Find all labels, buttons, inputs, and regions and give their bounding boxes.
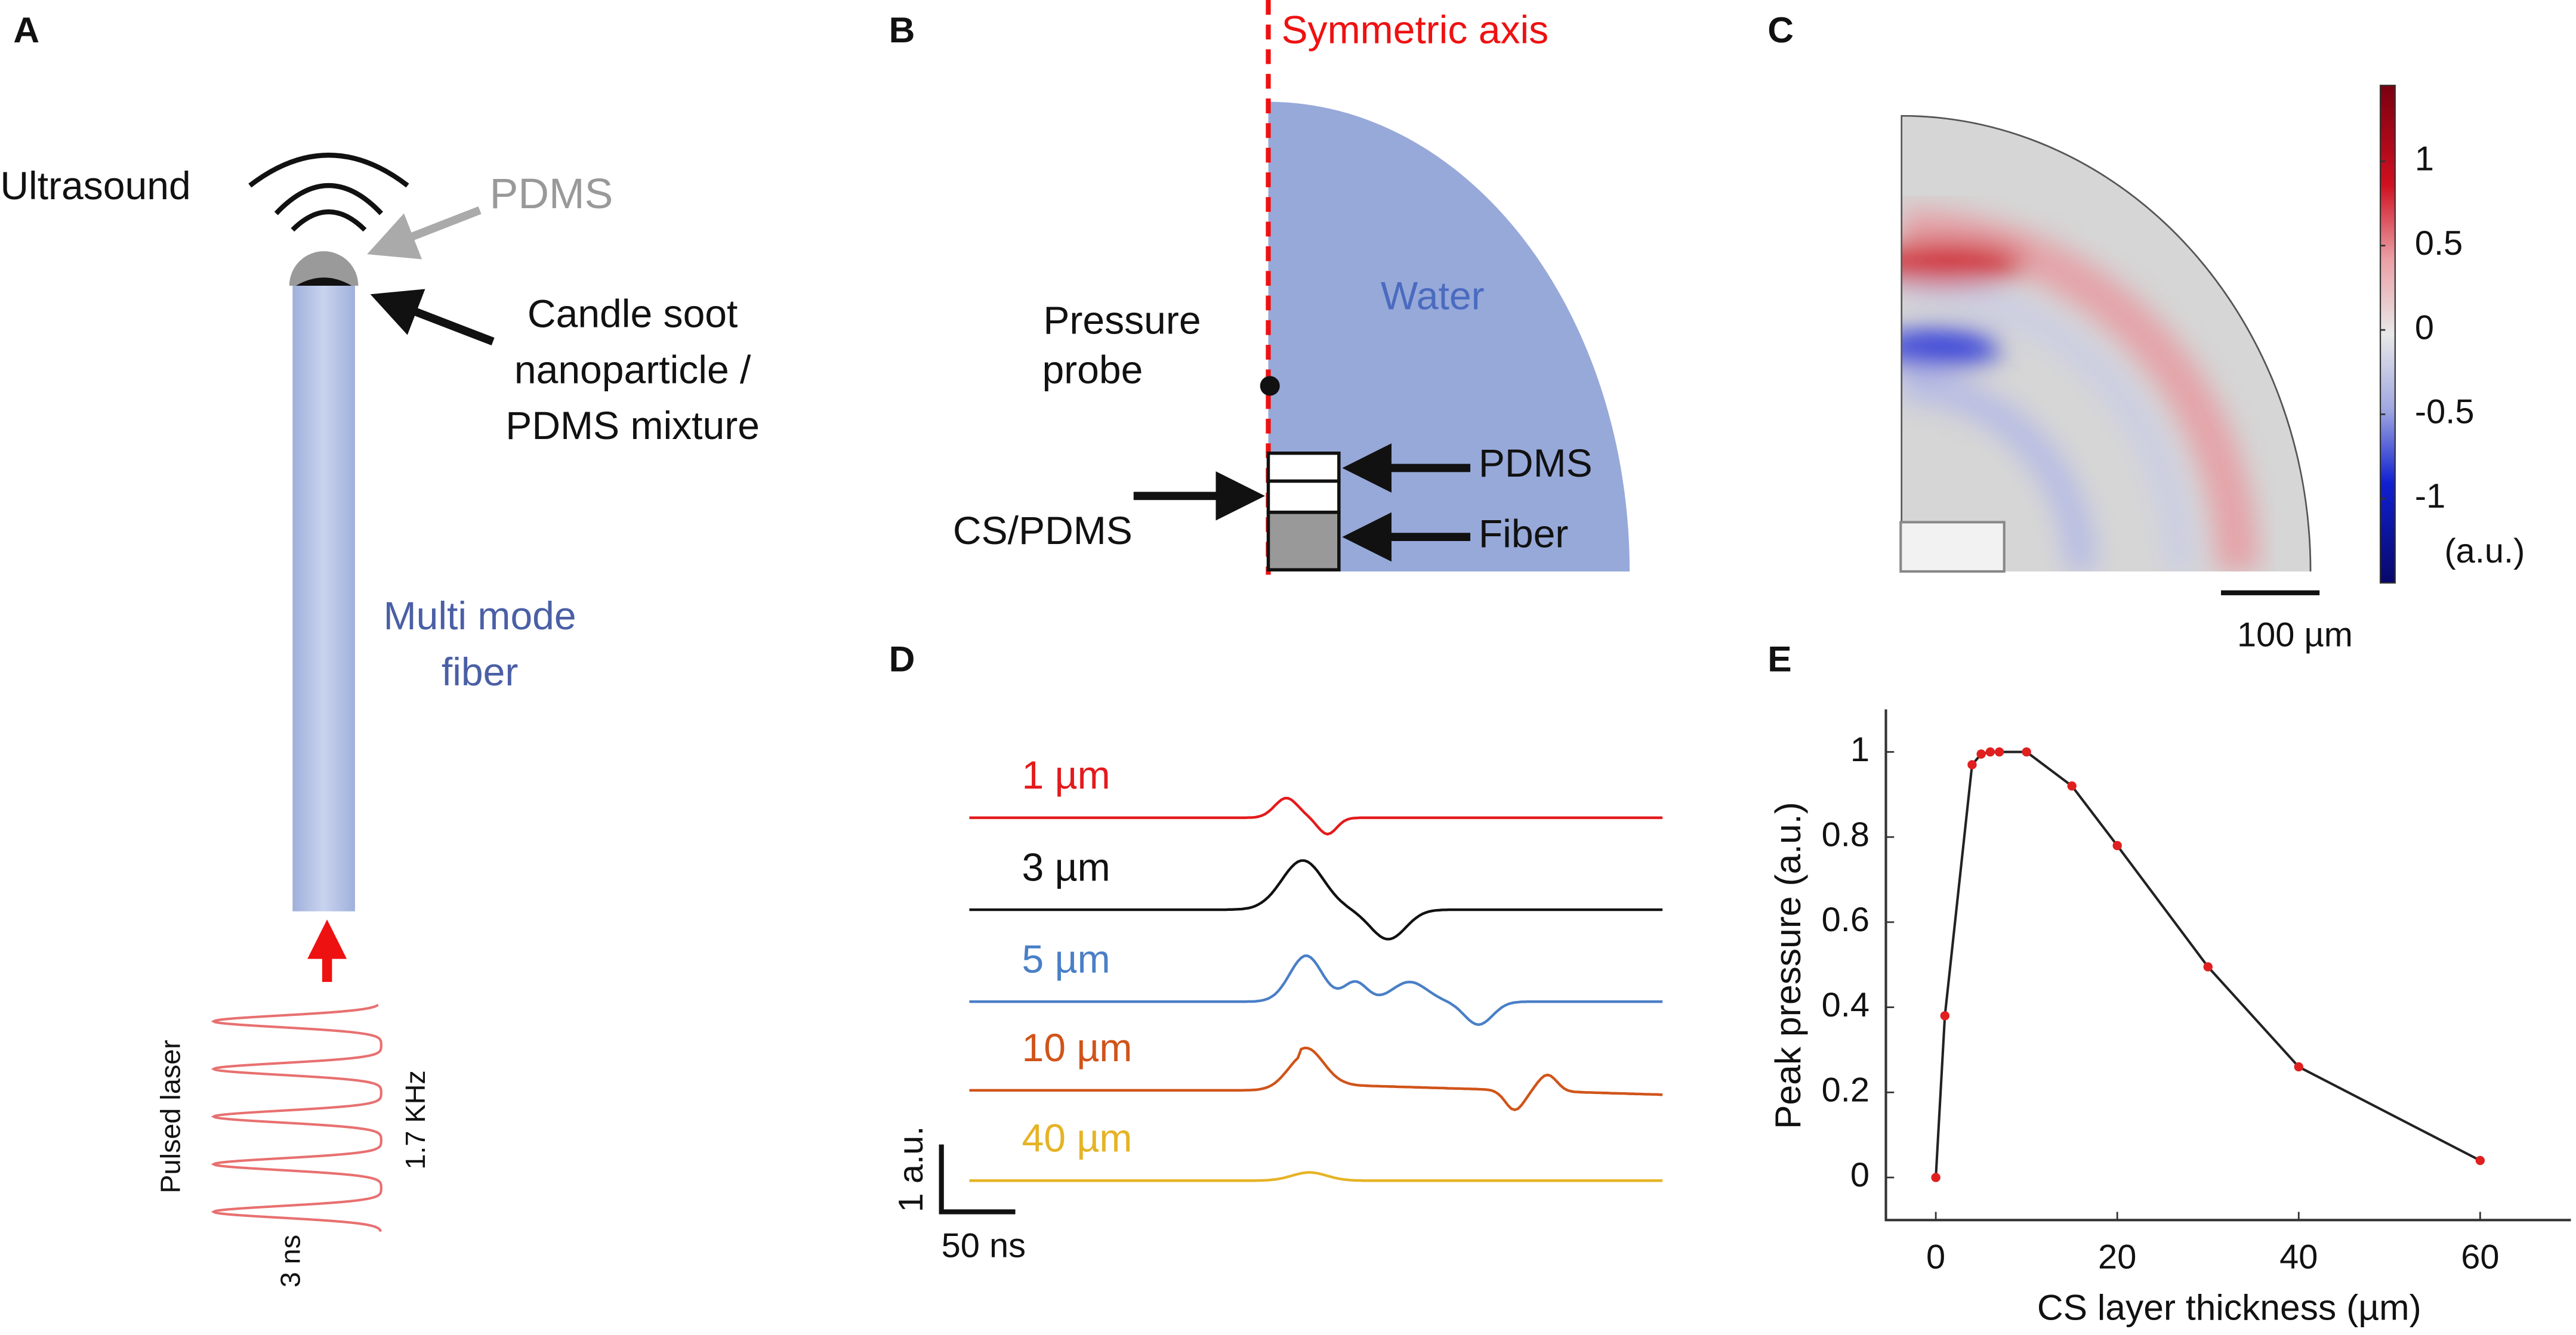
y-tick-label: 0.6 [1822, 901, 1869, 939]
label: PDMS [1479, 441, 1593, 485]
colorbar-unit: (a.u.) [2444, 532, 2525, 570]
colorbar-tick-label: -1 [2415, 477, 2445, 515]
panel-label: B [889, 10, 915, 50]
panel-label: C [1767, 10, 1794, 50]
marker [1940, 1011, 1950, 1021]
label: PDMS mixture [505, 403, 760, 447]
panel-d: 1 a.u. 50 ns 1 µm 3 µm 5 µm 10 µm 40 µm [892, 753, 1663, 1265]
y-tick-label: 0.8 [1822, 815, 1869, 854]
pulse-train [211, 1003, 383, 1232]
panel-e: CS layer thickness (µm) Peak pressure (a… [1767, 709, 2571, 1328]
cs-layer [295, 277, 352, 286]
y-tick-label: 0 [1850, 1156, 1869, 1194]
panel-label: D [889, 638, 915, 679]
panel-c: (a.u.) 100 µm 1 0.5 0 -0.5 -1 [1899, 85, 2525, 654]
label: Pulsed laser [155, 1040, 186, 1193]
y-tick-label: 0.2 [1822, 1071, 1869, 1110]
label: probe [1042, 347, 1143, 391]
label: Candle soot [527, 292, 738, 336]
marker [1967, 760, 1977, 770]
label: 100 µm [2237, 616, 2353, 654]
panel-label: E [1767, 638, 1791, 679]
probe-point [1260, 376, 1280, 396]
colorbar [2379, 85, 2396, 584]
fiber [292, 282, 355, 911]
trace [969, 1171, 1663, 1182]
marker [1994, 747, 2004, 757]
marker [1976, 749, 1986, 759]
axes [1884, 709, 2571, 1222]
label: Multi mode [384, 594, 576, 638]
label: nanoparticle / [514, 347, 751, 391]
trace-label: 5 µm [1022, 937, 1110, 981]
colorbar-tick-label: 1 [2415, 140, 2434, 178]
y-tick-label: 0.4 [1822, 986, 1869, 1024]
line [1935, 750, 2481, 1178]
x-axis-label: CS layer thickness (µm) [2037, 1287, 2421, 1328]
x-tick-label: 0 [1926, 1238, 1945, 1277]
trace-label: 10 µm [1022, 1025, 1133, 1070]
trace [969, 1046, 1663, 1111]
wave-arcs [274, 183, 383, 232]
pressure-field [1901, 115, 2312, 571]
label: PDMS [490, 170, 613, 218]
colorbar-tick-label: 0 [2415, 308, 2434, 347]
colorbar-tick-label: -0.5 [2415, 393, 2475, 431]
trace-label: 1 µm [1022, 753, 1110, 797]
panel-label: A [13, 10, 39, 50]
arrow [370, 289, 495, 345]
label: Ultrasound [0, 163, 190, 208]
marker [2022, 747, 2031, 757]
fiber-tip [1899, 521, 2006, 573]
trace-label: 3 µm [1022, 845, 1110, 889]
fiber-block [1266, 511, 1341, 571]
marker [1985, 747, 1995, 757]
label: Fiber [1479, 512, 1568, 556]
pdms-dome [289, 251, 359, 286]
y-axis-label: Peak pressure (a.u.) [1767, 802, 1808, 1129]
colorbar-tick-label: 0.5 [2415, 224, 2463, 262]
label: CS/PDMS [953, 508, 1133, 552]
label: Pressure [1043, 298, 1201, 342]
trace-label: 40 µm [1022, 1116, 1133, 1160]
label: Symmetric axis [1281, 8, 1548, 52]
label: fiber [442, 650, 518, 694]
marker [2067, 781, 2077, 791]
trace [969, 859, 1663, 941]
label: 1 a.u. [892, 1126, 930, 1213]
y-tick-label: 1 [1850, 731, 1869, 769]
arrow [367, 206, 482, 259]
x-tick-label: 40 [2279, 1238, 2318, 1277]
label: 50 ns [942, 1226, 1026, 1265]
x-tick-label: 20 [2098, 1238, 2136, 1277]
wave-arc [248, 153, 409, 188]
cs-layer [1266, 479, 1341, 514]
panel-a: Ultrasound PDMS Candle soot nanoparticle… [0, 153, 760, 1287]
marker [2112, 840, 2122, 851]
label: Water [1381, 273, 1485, 317]
trace [969, 954, 1663, 1026]
pdms-layer [1266, 452, 1341, 483]
trace [969, 796, 1663, 836]
marker [2475, 1155, 2485, 1166]
scale-bars [939, 1144, 1016, 1215]
panel-b: Symmetric axis Water Pressure probe PDMS… [953, 0, 1630, 575]
x-tick-label: 60 [2461, 1238, 2499, 1277]
marker [2294, 1062, 2303, 1072]
marker [1931, 1173, 1941, 1182]
label: 3 ns [275, 1235, 306, 1287]
label: 1.7 KHz [400, 1070, 431, 1169]
marker [2203, 962, 2213, 972]
